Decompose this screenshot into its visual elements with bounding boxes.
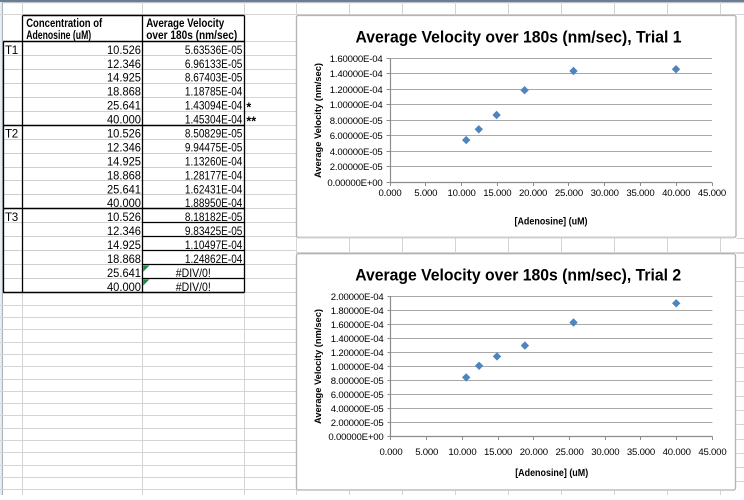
- svg-text:1.45304E-04: 1.45304E-04: [185, 114, 243, 127]
- svg-text:1.13260E-04: 1.13260E-04: [185, 155, 243, 168]
- svg-text:10.526: 10.526: [107, 128, 141, 141]
- svg-text:Adenosine (uM): Adenosine (uM): [26, 29, 91, 42]
- svg-text:8.00000E-05: 8.00000E-05: [331, 376, 384, 387]
- svg-text:25.000: 25.000: [556, 447, 584, 458]
- svg-text:25.641: 25.641: [107, 100, 141, 113]
- svg-text:35.000: 35.000: [626, 188, 654, 199]
- svg-text:T1: T1: [5, 44, 18, 57]
- svg-text:1.00000E-04: 1.00000E-04: [331, 362, 385, 373]
- svg-text:30.000: 30.000: [591, 188, 619, 199]
- svg-text:9.94475E-05: 9.94475E-05: [185, 141, 243, 154]
- svg-text:1.43094E-04: 1.43094E-04: [185, 100, 243, 113]
- svg-text:18.868: 18.868: [107, 86, 141, 99]
- svg-text:1.10497E-04: 1.10497E-04: [185, 239, 243, 252]
- svg-text:12.346: 12.346: [107, 225, 141, 238]
- svg-text:12.346: 12.346: [107, 141, 141, 154]
- svg-text:10.000: 10.000: [448, 447, 476, 458]
- svg-text:9.83425E-05: 9.83425E-05: [185, 225, 243, 238]
- svg-text:**: **: [246, 114, 256, 128]
- svg-text:1.20000E-04: 1.20000E-04: [331, 348, 385, 359]
- svg-text:2.00000E-05: 2.00000E-05: [331, 418, 384, 429]
- svg-text:40.000: 40.000: [107, 197, 141, 210]
- svg-text:15.000: 15.000: [484, 447, 512, 458]
- svg-text:35.000: 35.000: [627, 447, 655, 458]
- svg-text:1.60000E-04: 1.60000E-04: [330, 54, 384, 65]
- svg-text:14.925: 14.925: [107, 72, 141, 85]
- svg-text:5.000: 5.000: [415, 447, 438, 458]
- svg-text:1.88950E-04: 1.88950E-04: [185, 197, 243, 210]
- svg-text:40.000: 40.000: [662, 188, 690, 199]
- svg-text:0.00000E+00: 0.00000E+00: [328, 432, 383, 443]
- svg-text:#DIV/0!: #DIV/0!: [176, 281, 211, 294]
- svg-text:8.67403E-05: 8.67403E-05: [185, 72, 243, 85]
- svg-text:10.526: 10.526: [107, 211, 141, 224]
- svg-text:1.60000E-04: 1.60000E-04: [331, 320, 385, 331]
- svg-text:10.526: 10.526: [107, 44, 141, 57]
- svg-text:Average Velocity over 180s (nm: Average Velocity over 180s (nm/sec), Tri…: [355, 266, 681, 284]
- svg-text:14.925: 14.925: [107, 155, 141, 168]
- svg-text:Average Velocity over 180s (nm: Average Velocity over 180s (nm/sec), Tri…: [356, 28, 682, 46]
- svg-text:12.346: 12.346: [107, 58, 141, 71]
- svg-text:1.18785E-04: 1.18785E-04: [185, 86, 243, 99]
- svg-text:2.00000E-04: 2.00000E-04: [331, 292, 385, 303]
- svg-text:18.868: 18.868: [107, 253, 141, 266]
- svg-text:25.000: 25.000: [555, 188, 583, 199]
- svg-text:45.000: 45.000: [698, 447, 726, 458]
- svg-text:20.000: 20.000: [520, 447, 548, 458]
- svg-text:40.000: 40.000: [107, 281, 141, 294]
- svg-text:1.80000E-04: 1.80000E-04: [331, 306, 385, 317]
- svg-text:45.000: 45.000: [698, 188, 726, 199]
- svg-text:[Adenosine] (uM): [Adenosine] (uM): [515, 468, 588, 479]
- svg-text:T2: T2: [5, 128, 18, 141]
- svg-text:25.641: 25.641: [107, 183, 141, 196]
- svg-text:1.20000E-04: 1.20000E-04: [330, 85, 384, 96]
- svg-text:Average Velocity: Average Velocity: [146, 17, 224, 30]
- svg-text:20.000: 20.000: [519, 188, 547, 199]
- svg-text:30.000: 30.000: [591, 447, 619, 458]
- svg-text:25.641: 25.641: [107, 267, 141, 280]
- svg-text:1.40000E-04: 1.40000E-04: [331, 334, 385, 345]
- svg-text:Concentration of: Concentration of: [26, 17, 102, 30]
- svg-text:6.00000E-05: 6.00000E-05: [331, 390, 384, 401]
- svg-text:T3: T3: [5, 211, 18, 224]
- svg-text:1.62431E-04: 1.62431E-04: [185, 183, 243, 196]
- svg-text:0.000: 0.000: [379, 447, 402, 458]
- svg-text:6.96133E-05: 6.96133E-05: [185, 58, 243, 71]
- svg-text:4.00000E-05: 4.00000E-05: [331, 404, 384, 415]
- svg-text:40.000: 40.000: [663, 447, 691, 458]
- svg-text:6.00000E-05: 6.00000E-05: [330, 131, 383, 142]
- svg-text:2.00000E-05: 2.00000E-05: [330, 162, 383, 173]
- svg-text:40.000: 40.000: [107, 114, 141, 127]
- svg-text:over 180s (nm/sec): over 180s (nm/sec): [146, 29, 237, 42]
- svg-text:8.18182E-05: 8.18182E-05: [185, 211, 243, 224]
- svg-text:[Adenosine] (uM): [Adenosine] (uM): [515, 216, 588, 227]
- svg-text:10.000: 10.000: [448, 188, 476, 199]
- svg-text:15.000: 15.000: [483, 188, 511, 199]
- svg-text:14.925: 14.925: [107, 239, 141, 252]
- svg-text:8.50829E-05: 8.50829E-05: [185, 128, 243, 141]
- svg-text:1.00000E-04: 1.00000E-04: [330, 100, 384, 111]
- svg-text:4.00000E-05: 4.00000E-05: [330, 147, 383, 158]
- svg-text:Average Velocity (nm/sec): Average Velocity (nm/sec): [313, 63, 323, 178]
- svg-text:*: *: [246, 100, 251, 114]
- svg-text:5.63536E-05: 5.63536E-05: [185, 44, 243, 57]
- svg-text:1.40000E-04: 1.40000E-04: [330, 69, 384, 80]
- svg-text:1.28177E-04: 1.28177E-04: [185, 169, 243, 182]
- svg-text:0.000: 0.000: [378, 188, 401, 199]
- svg-text:5.000: 5.000: [414, 188, 437, 199]
- svg-text:8.00000E-05: 8.00000E-05: [330, 116, 383, 127]
- svg-text:18.868: 18.868: [107, 169, 141, 182]
- svg-text:#DIV/0!: #DIV/0!: [176, 267, 211, 280]
- svg-text:1.24862E-04: 1.24862E-04: [185, 253, 243, 266]
- svg-text:0.00000E+00: 0.00000E+00: [327, 178, 382, 189]
- svg-text:Average Velocity (nm/sec): Average Velocity (nm/sec): [313, 309, 323, 424]
